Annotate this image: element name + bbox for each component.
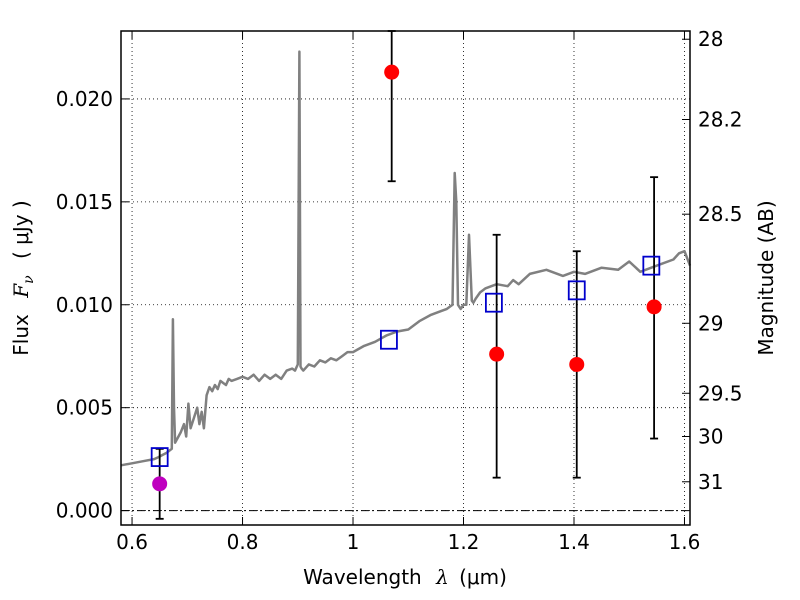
y-tick-label: 0.005 [56,396,113,420]
mag-tick-label: 29 [698,311,723,335]
mag-tick-label: 28.2 [698,108,743,132]
x-tick-label: 0.6 [116,530,148,554]
axis-ticks: 0.6 0.8 1 1.2 1.4 1.6 0.000 0.005 0.010 0.015 0.02… [56,27,743,554]
y-axis-label-symbol: F [9,283,33,299]
y-tick-label: 0.015 [56,190,113,214]
model-point-square [380,329,398,350]
data-point-circle [569,356,585,372]
data-point-circle [489,346,505,362]
y-axis-label-text: Flux [9,314,33,356]
model-sed-group [120,50,692,467]
model-point-square [642,255,661,276]
data-markers [150,64,662,492]
x-axis-label-text: Wavelength [303,565,422,589]
data-point-circle [152,476,168,492]
model-point-square [567,280,586,301]
x-tick-label: 1.4 [558,530,590,554]
data-point-circle [384,64,400,80]
x-tick-label: 1 [347,530,360,554]
mag-tick-label: 31 [698,470,723,494]
x-tick-label: 1.6 [669,530,701,554]
x-axis-label-unit: (μm) [459,565,507,589]
model-point-square [150,447,169,467]
mag-tick-label: 29.5 [698,381,743,405]
y2-axis-label: Magnitude (AB) [754,200,778,355]
mag-tick-label: 30 [698,424,723,448]
y-tick-label: 0.010 [56,293,113,317]
x-tick-label: 0.8 [227,530,259,554]
y-axis-label: Flux Fν ( μJy ) [9,200,38,355]
mag-tick-label: 28 [698,27,723,51]
y-axis-label-subscript: ν [21,275,37,284]
x-axis-label-symbol: λ [435,565,449,589]
y-tick-label: 0.000 [56,499,113,523]
y-axis-label-unit: ( μJy ) [9,200,33,259]
mag-tick-label: 28.5 [698,202,743,226]
model-sed-line [120,50,692,467]
model-point-square [484,292,503,313]
plot-frame [120,30,691,526]
x-axis-label: Wavelength λ (μm) [303,565,507,589]
data-point-circle [646,299,662,315]
y-tick-label: 0.020 [56,87,113,111]
x-tick-label: 1.2 [448,530,480,554]
